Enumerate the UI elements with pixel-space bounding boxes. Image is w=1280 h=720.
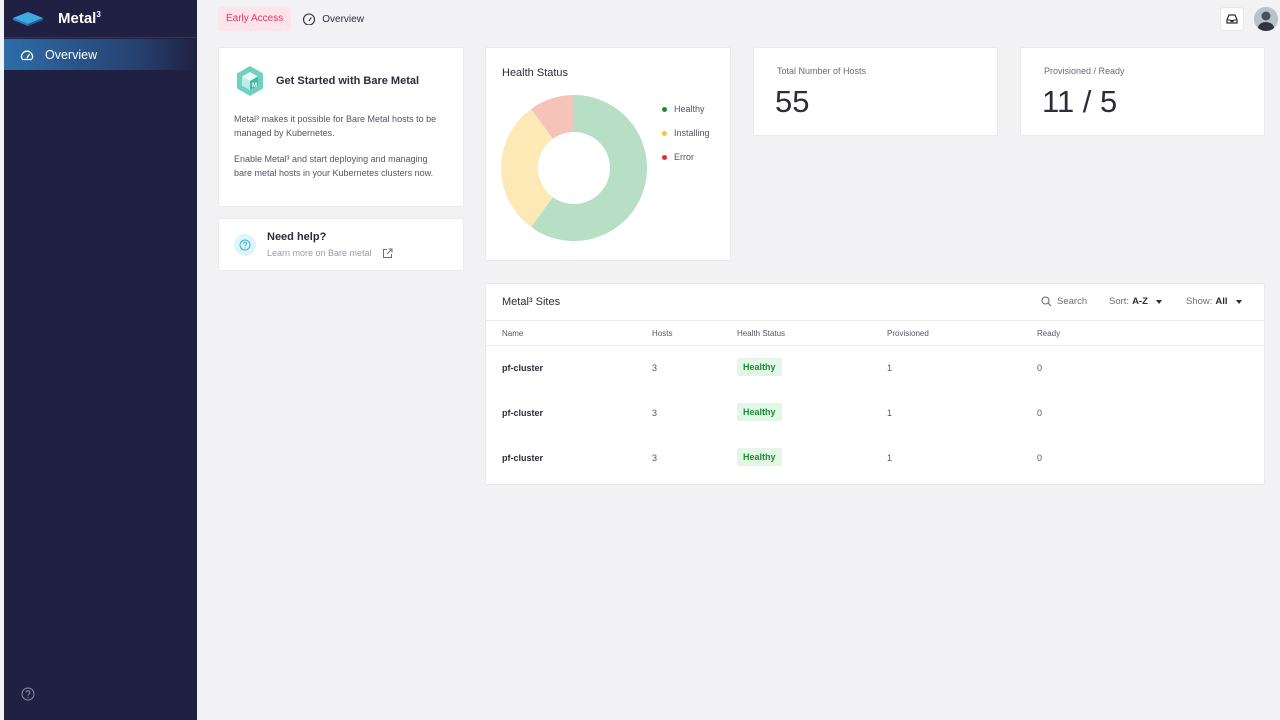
sites-card: Metal³ Sites Search Sort: A-Z Show: All Na…	[485, 283, 1265, 485]
tab-overview-label: Overview	[322, 13, 364, 25]
donut-slice-error[interactable]	[531, 95, 574, 139]
chevron-down-icon	[1235, 299, 1242, 304]
table-row[interactable]: pf-cluster 3 Healthy 1 0	[486, 346, 1264, 391]
healthy-dot-icon	[662, 106, 667, 112]
metal3-logo-icon	[13, 11, 43, 26]
help-circle	[234, 233, 256, 256]
help-icon[interactable]	[21, 687, 35, 701]
topbar: Early Access Overview	[218, 7, 364, 31]
sites-header: Metal³ Sites Search Sort: A-Z Show: All	[486, 284, 1264, 321]
column-header-name[interactable]: Name	[502, 329, 524, 338]
donut-slice-healthy[interactable]	[531, 95, 647, 241]
status-badge: Healthy	[737, 358, 782, 376]
legend-item-error: Error	[662, 145, 710, 169]
donut-slice-installing[interactable]	[501, 108, 553, 228]
user-photo-icon	[1254, 7, 1278, 31]
site-provisioned: 1	[887, 408, 893, 418]
provisioned-ready-card: Provisioned / Ready 11 / 5	[1020, 47, 1265, 136]
status-badge: Healthy	[737, 448, 782, 466]
sidebar-item-label: Overview	[45, 47, 98, 62]
get-started-cta-text: Enable Metal³ and start deploying and ma…	[234, 154, 434, 178]
site-name[interactable]: pf-cluster	[502, 363, 544, 373]
legend-item-healthy: Healthy	[662, 97, 710, 121]
site-name[interactable]: pf-cluster	[502, 408, 544, 418]
sites-title: Metal³ Sites	[502, 296, 561, 308]
column-header-hosts[interactable]: Hosts	[652, 329, 673, 338]
metal3-cube-icon: M	[237, 66, 263, 96]
dashboard-icon	[303, 13, 316, 25]
table-row[interactable]: pf-cluster 3 Healthy 1 0	[486, 436, 1264, 481]
site-hosts: 3	[652, 408, 658, 418]
total-hosts-label: Total Number of Hosts	[777, 66, 867, 76]
chevron-down-icon	[1155, 299, 1162, 304]
tab-overview[interactable]: Overview	[302, 13, 364, 25]
site-ready: 0	[1037, 453, 1043, 463]
provisioned-ready-label: Provisioned / Ready	[1044, 66, 1125, 76]
column-header-ready[interactable]: Ready	[1037, 329, 1061, 338]
help-icon	[239, 239, 251, 250]
user-avatar[interactable]	[1254, 7, 1278, 31]
get-started-title: Get Started with Bare Metal	[276, 75, 420, 87]
column-header-provisioned[interactable]: Provisioned	[887, 329, 929, 338]
total-hosts-card: Total Number of Hosts 55	[753, 47, 998, 136]
site-provisioned: 1	[887, 453, 893, 463]
brand[interactable]: Metal3	[4, 0, 197, 38]
need-help-card[interactable]: Need help? Learn more on Bare metal	[218, 218, 464, 271]
installing-dot-icon	[662, 130, 667, 136]
get-started-card: M Get Started with Bare Metal Metal³ mak…	[218, 47, 464, 207]
status-badge: Healthy	[737, 403, 782, 421]
health-status-title: Health Status	[502, 67, 569, 79]
provisioned-ready-value: 11 / 5	[1042, 84, 1118, 119]
search-icon	[1041, 296, 1052, 307]
show-dropdown[interactable]: Show: All	[1186, 296, 1242, 307]
learn-more-link[interactable]: Learn more on Bare metal	[267, 248, 393, 259]
sidebar: Metal3 Overview	[4, 0, 197, 720]
site-hosts: 3	[652, 453, 658, 463]
error-dot-icon	[662, 154, 667, 160]
health-status-donut-chart	[501, 95, 647, 241]
legend-item-installing: Installing	[662, 121, 710, 145]
external-link-icon	[382, 248, 393, 258]
inbox-button[interactable]	[1221, 8, 1243, 30]
total-hosts-value: 55	[775, 84, 810, 119]
site-ready: 0	[1037, 408, 1043, 418]
site-ready: 0	[1037, 363, 1043, 373]
early-access-badge[interactable]: Early Access	[218, 7, 292, 31]
table-row[interactable]: pf-cluster 3 Healthy 1 0	[486, 391, 1264, 436]
health-status-card: Health Status Healthy Installing Error	[485, 47, 731, 261]
health-status-legend: Healthy Installing Error	[662, 97, 710, 169]
dashboard-icon	[20, 50, 34, 60]
get-started-description: Metal³ makes it possible for Bare Metal …	[234, 114, 437, 138]
column-header-health-status[interactable]: Health Status	[737, 329, 786, 338]
inbox-icon	[1226, 14, 1238, 24]
site-hosts: 3	[652, 363, 658, 373]
site-provisioned: 1	[887, 363, 893, 373]
svg-text:M: M	[252, 83, 257, 89]
sidebar-item-overview[interactable]: Overview	[4, 39, 197, 70]
table-header: Name Hosts Health Status Provisioned Rea…	[486, 321, 1264, 346]
site-name[interactable]: pf-cluster	[502, 453, 544, 463]
need-help-title: Need help?	[267, 230, 327, 243]
search-button[interactable]: Search	[1041, 296, 1087, 307]
app-name: Metal3	[58, 10, 101, 27]
sort-dropdown[interactable]: Sort: A-Z	[1109, 296, 1162, 307]
